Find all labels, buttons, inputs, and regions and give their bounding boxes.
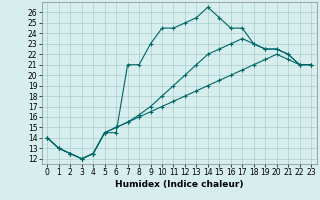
X-axis label: Humidex (Indice chaleur): Humidex (Indice chaleur) (115, 180, 244, 189)
